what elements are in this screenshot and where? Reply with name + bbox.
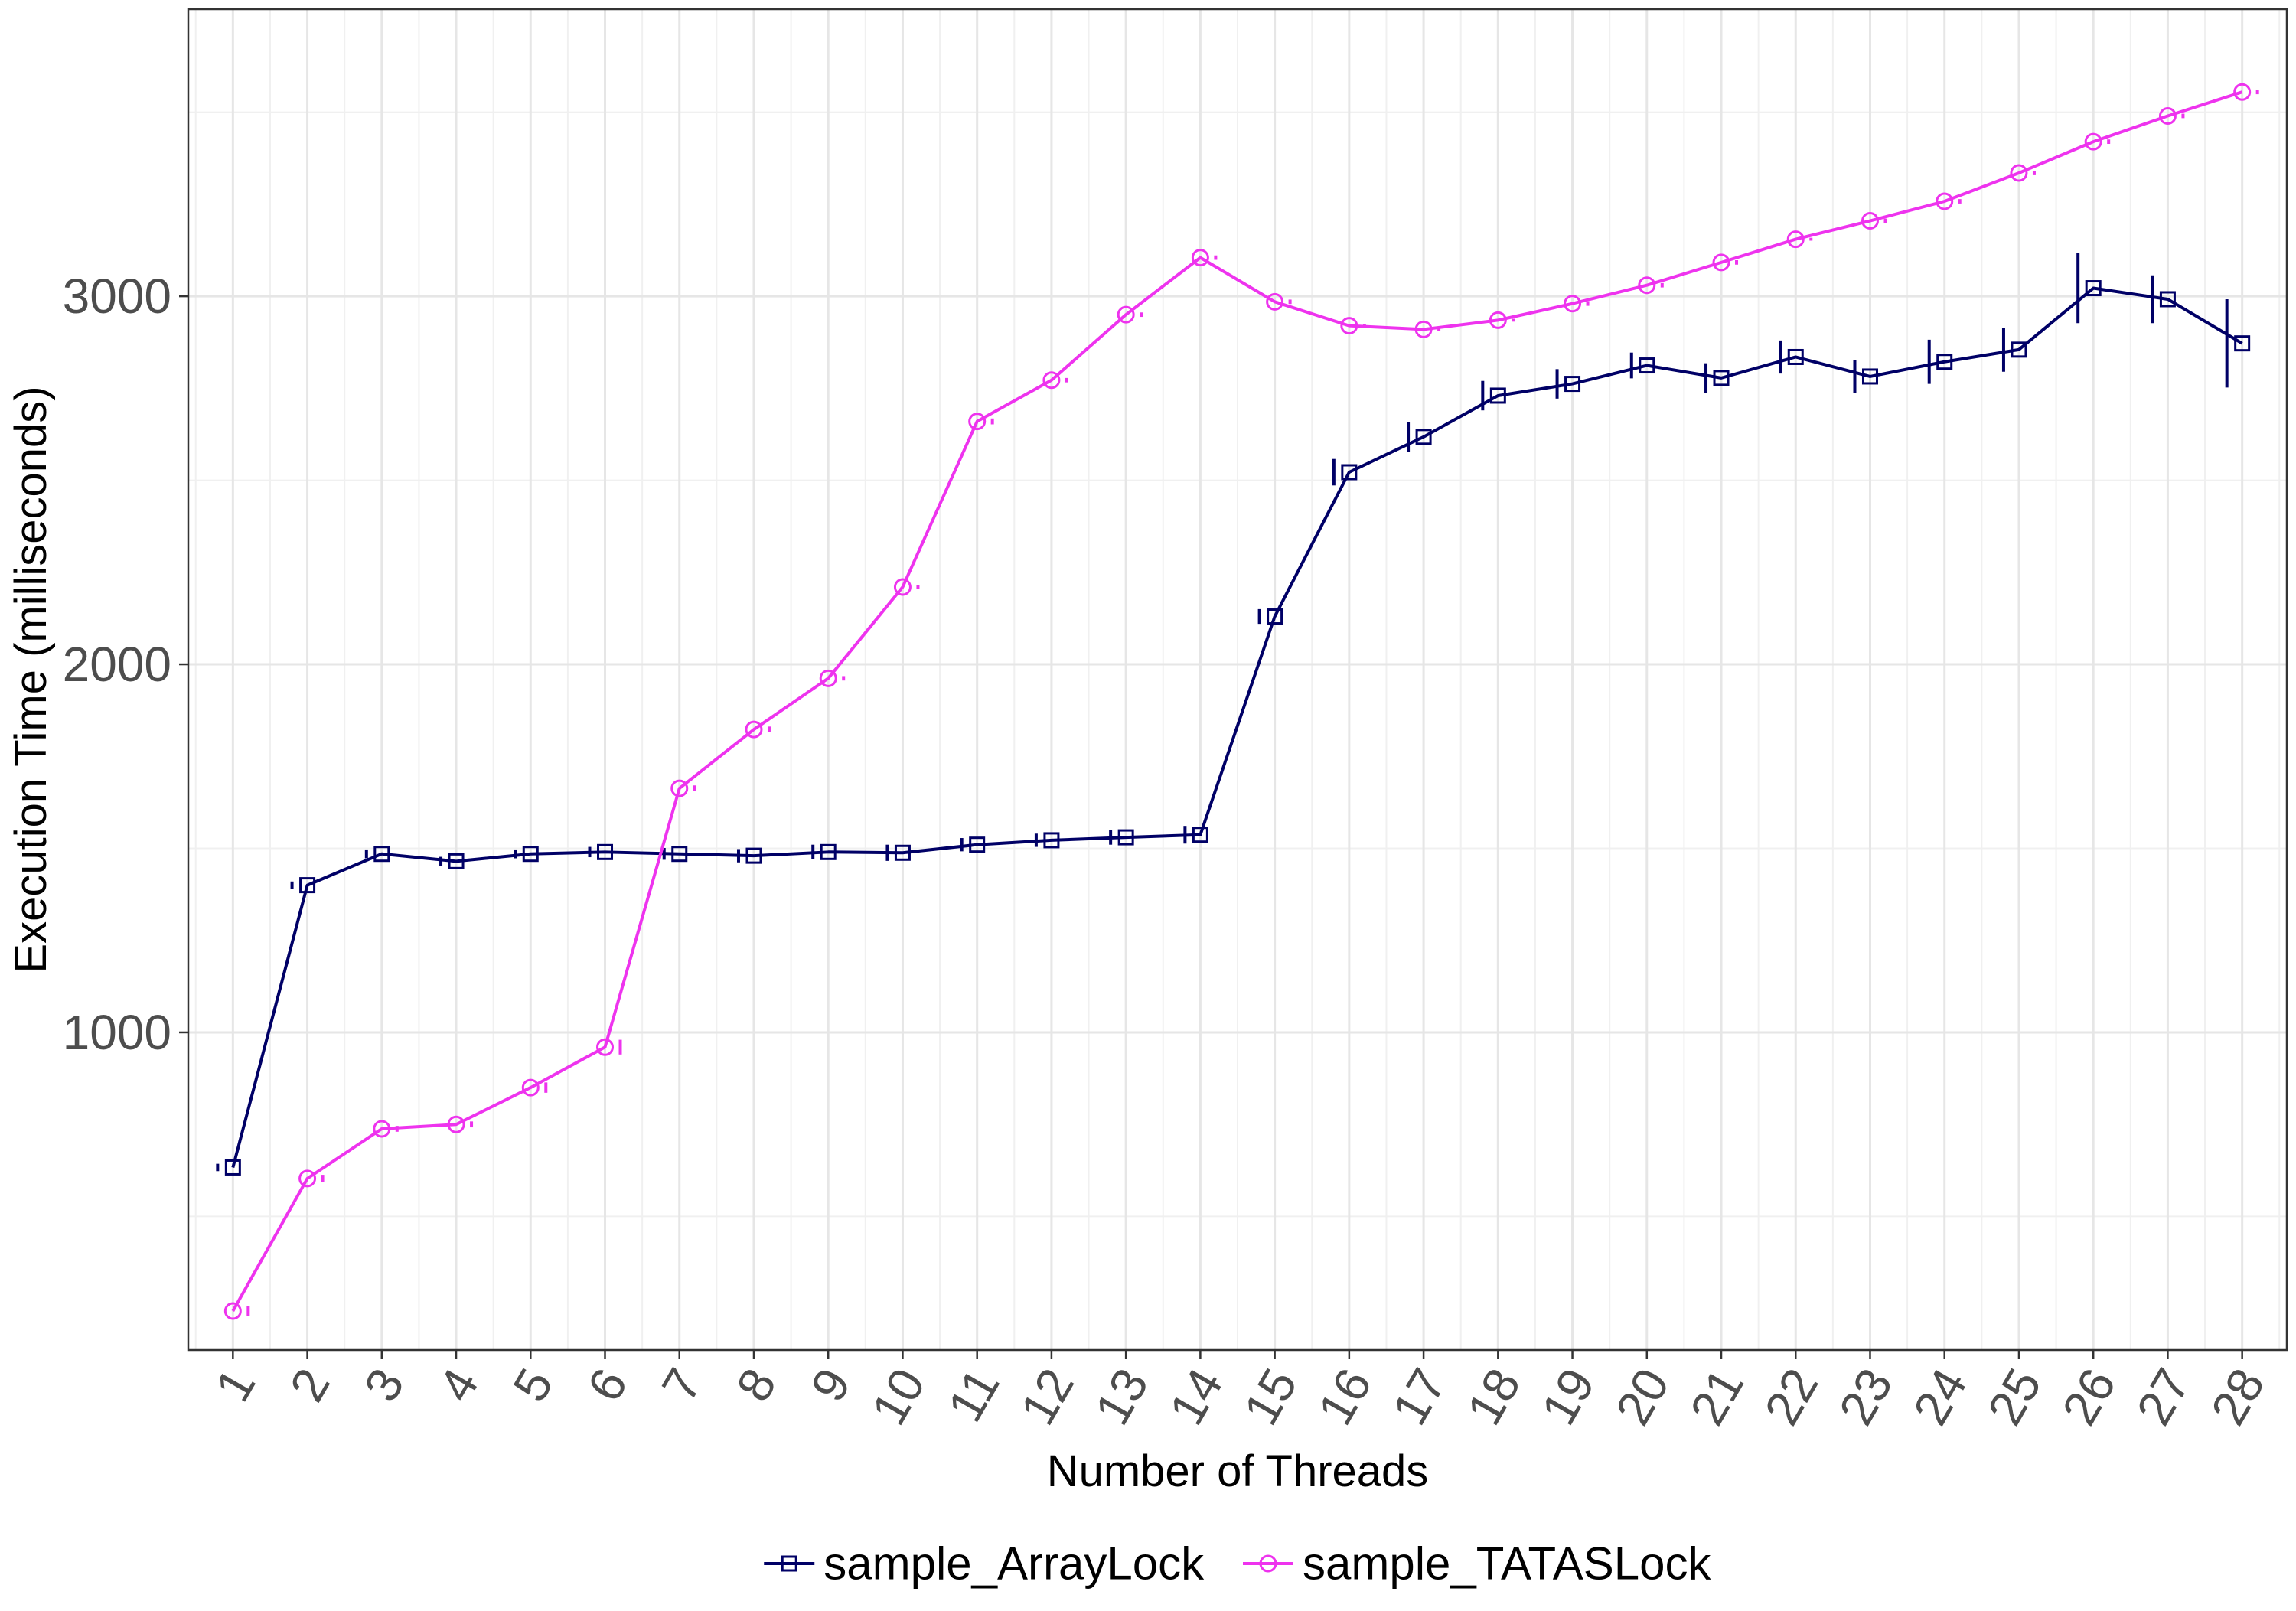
data-point	[671, 846, 688, 863]
series-line	[231, 90, 2243, 1313]
data-point	[1191, 249, 1209, 267]
data-point	[670, 779, 689, 797]
y-tick-label: 1000	[63, 1005, 171, 1060]
legend-item: sample_TATASLock	[1243, 1538, 1712, 1590]
data-point	[968, 413, 987, 431]
data-point	[2158, 106, 2177, 125]
data-point	[299, 877, 316, 894]
data-point	[373, 1120, 391, 1138]
data-point	[522, 846, 539, 863]
data-point	[373, 846, 390, 863]
data-point	[1713, 370, 1730, 386]
data-point	[1936, 354, 1953, 370]
data-point	[1564, 376, 1581, 393]
series-sample_ArrayLock	[216, 253, 2251, 1176]
data-point	[1786, 230, 1805, 249]
data-point	[1117, 829, 1134, 846]
data-point	[1861, 212, 1879, 230]
y-tick-label: 2000	[63, 637, 171, 692]
data-point	[521, 1078, 540, 1097]
legend-label: sample_TATASLock	[1303, 1538, 1712, 1590]
plot-border	[187, 8, 2288, 1352]
data-point	[1861, 368, 1878, 385]
data-point	[597, 843, 614, 860]
data-point	[448, 853, 465, 869]
data-point	[1266, 292, 1284, 311]
data-point	[1192, 827, 1208, 843]
data-point	[819, 669, 837, 687]
data-point	[1042, 371, 1061, 390]
data-point	[1936, 192, 1954, 210]
data-point	[1787, 348, 1804, 365]
data-point	[1489, 311, 1507, 329]
data-point	[447, 1115, 465, 1133]
data-point	[1489, 387, 1506, 404]
y-tick-label: 3000	[63, 269, 171, 324]
data-point	[1712, 253, 1730, 272]
data-point	[1340, 317, 1358, 335]
data-point	[820, 843, 837, 860]
data-point	[894, 844, 911, 861]
data-point	[1117, 305, 1135, 324]
data-point	[2085, 280, 2102, 297]
data-point	[298, 1169, 317, 1188]
legend: sample_ArrayLock sample_TATASLock	[764, 1538, 1712, 1590]
y-axis-title: Execution Time (milliseconds)	[6, 386, 56, 973]
data-point	[745, 720, 763, 739]
data-point	[2084, 132, 2102, 151]
series-sample_TATASLock	[223, 83, 2259, 1320]
data-point	[2234, 335, 2251, 352]
legend-key-marker	[781, 1555, 797, 1572]
data-point	[1415, 429, 1432, 445]
legend-key-marker	[1259, 1554, 1277, 1573]
data-point	[1638, 276, 1656, 295]
series-line	[231, 286, 2243, 1168]
data-point	[893, 578, 912, 596]
data-point	[224, 1159, 241, 1176]
data-point	[2010, 164, 2028, 182]
data-point	[1564, 295, 1582, 313]
data-point	[1341, 464, 1358, 481]
legend-label: sample_ArrayLock	[823, 1538, 1205, 1590]
x-axis-title: Number of Threads	[1047, 1446, 1429, 1496]
data-point	[2233, 83, 2252, 101]
data-point	[969, 836, 986, 853]
legend-item: sample_ArrayLock	[764, 1538, 1205, 1590]
data-point	[745, 847, 762, 864]
data-point	[2011, 341, 2027, 358]
data-point	[1043, 832, 1060, 849]
data-point	[1414, 320, 1433, 338]
data-point	[1267, 608, 1283, 625]
data-point	[2159, 291, 2176, 308]
data-point	[223, 1302, 242, 1320]
data-point	[596, 1038, 615, 1056]
data-point	[1639, 357, 1655, 374]
